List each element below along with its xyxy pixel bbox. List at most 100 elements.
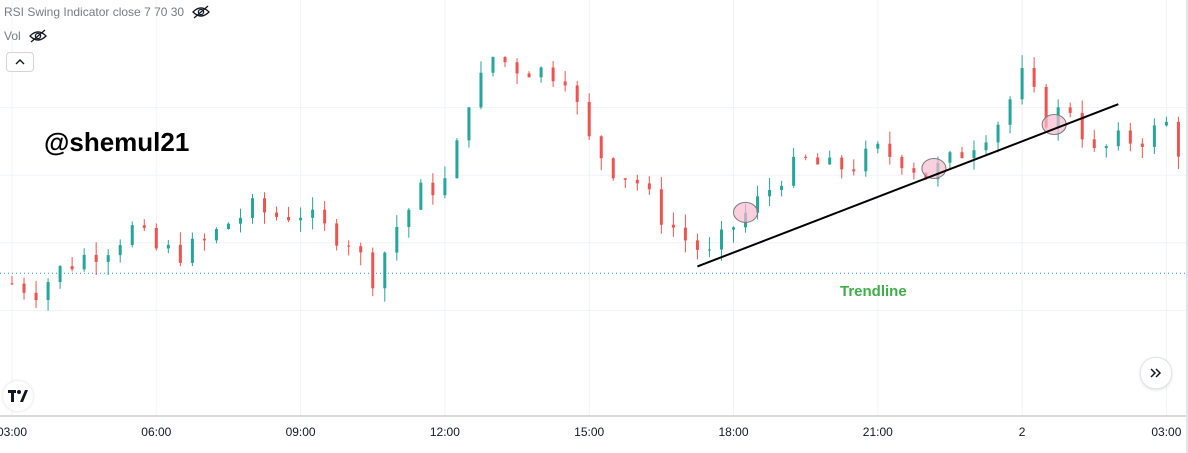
candle: [563, 71, 567, 92]
candle-body: [335, 223, 339, 246]
candle: [1008, 96, 1012, 134]
candle: [214, 227, 218, 244]
candle: [599, 135, 603, 171]
candle-body: [503, 57, 507, 63]
candle-body: [575, 85, 579, 102]
indicator-legend[interactable]: RSI Swing Indicator close 7 70 30: [4, 5, 211, 19]
candle: [1032, 57, 1036, 93]
candle-body: [359, 246, 363, 253]
candle-body: [876, 143, 880, 149]
candle: [780, 180, 784, 197]
candle: [383, 251, 387, 302]
candle-body: [395, 226, 399, 253]
time-axis: 03:00 06:00 09:00 12:00 15:00 18:00 21:00 2 03:0…: [0, 425, 1182, 439]
candle-body: [106, 255, 110, 262]
candle-body: [840, 157, 844, 170]
scroll-to-realtime-button[interactable]: [1140, 357, 1172, 389]
candle-body: [960, 152, 964, 159]
candle: [238, 208, 242, 233]
candle: [467, 107, 471, 148]
candle-body: [118, 245, 122, 256]
candle: [719, 220, 723, 261]
candle-body: [816, 157, 820, 165]
eye-crossed-icon[interactable]: [28, 29, 47, 43]
candle: [900, 154, 904, 175]
candle: [635, 174, 639, 191]
candle-body: [1116, 130, 1120, 147]
candle-body: [190, 238, 194, 263]
candle-body: [178, 244, 182, 263]
candle: [515, 58, 519, 85]
candle: [443, 166, 447, 199]
candle: [792, 147, 796, 188]
candle-body: [238, 217, 242, 224]
candle: [551, 61, 555, 87]
candle-body: [1068, 107, 1072, 113]
candle: [1068, 102, 1072, 118]
candle-body: [22, 283, 26, 293]
candle: [34, 280, 38, 309]
candle-body: [251, 198, 254, 218]
candle: [732, 226, 735, 243]
candle: [359, 242, 363, 266]
candle-body: [275, 212, 279, 217]
indicator-legend-label: RSI Swing Indicator close 7 70 30: [4, 5, 185, 19]
candle: [972, 140, 976, 170]
candle: [22, 277, 26, 300]
candle: [1152, 118, 1156, 155]
candle: [419, 179, 423, 211]
candle-body: [1020, 68, 1024, 100]
trendline[interactable]: [697, 103, 1119, 268]
candles: [10, 55, 1180, 311]
candle: [828, 150, 832, 165]
candle-body: [347, 245, 351, 247]
candle-body: [46, 282, 50, 301]
candle: [695, 233, 699, 260]
candle-body: [94, 254, 98, 262]
volume-legend[interactable]: Vol: [4, 29, 47, 43]
candle: [888, 131, 892, 165]
candle-body: [888, 143, 892, 157]
candle-body: [1152, 125, 1156, 147]
candle: [1176, 116, 1180, 170]
candle: [407, 208, 411, 238]
double-chevron-right-icon: [1150, 368, 1162, 378]
candle-body: [467, 107, 471, 141]
candle-body: [311, 209, 315, 218]
candle: [960, 146, 964, 159]
touch-highlights: [733, 114, 1067, 223]
candle-body: [1140, 143, 1144, 147]
candle: [323, 201, 327, 231]
eye-crossed-icon[interactable]: [192, 5, 211, 19]
candle: [178, 232, 182, 267]
candle: [347, 240, 351, 256]
candle: [46, 278, 50, 311]
price-scale-border: [1186, 0, 1188, 453]
candle: [984, 135, 988, 154]
candle: [70, 257, 74, 272]
candle-body: [1092, 139, 1096, 149]
candle-body: [900, 156, 904, 169]
candle: [864, 140, 868, 177]
candle-body: [226, 223, 230, 230]
candle-body: [70, 266, 74, 270]
candle-body: [611, 158, 615, 179]
candle-body: [515, 62, 519, 74]
candle: [804, 154, 808, 161]
candle-body: [635, 179, 639, 184]
collapse-legend-button[interactable]: [6, 52, 34, 72]
candle-body: [563, 81, 567, 86]
x-tick-label: 06:00: [141, 425, 171, 439]
candle: [10, 275, 14, 286]
candle: [1104, 144, 1108, 158]
candle-body: [1044, 86, 1048, 128]
candle-body: [948, 152, 952, 163]
candle: [226, 222, 230, 230]
candle-body: [623, 178, 627, 180]
tradingview-logo-icon[interactable]: [3, 381, 33, 411]
candle-body: [431, 182, 435, 196]
watermark-text: @shemul21: [44, 127, 190, 157]
candle: [683, 214, 687, 253]
candle: [996, 121, 1000, 153]
